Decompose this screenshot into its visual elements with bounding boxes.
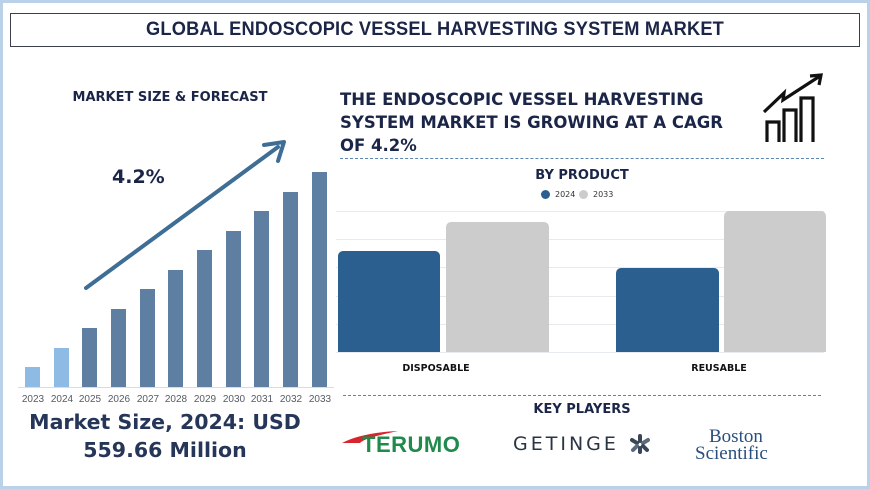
x-tick-label: 2032: [279, 394, 303, 405]
key-players-title: KEY PLAYERS: [533, 402, 631, 417]
bar-disposable-2024: [338, 251, 440, 352]
gridline: [336, 352, 824, 353]
market-size-line-2: 559.66 Million: [83, 438, 247, 462]
x-tick-label: 2030: [222, 394, 246, 405]
x-tick-label: 2028: [164, 394, 188, 405]
getinge-logo: GETINGE: [513, 433, 651, 455]
boston-scientific-logo: Boston Scientific: [695, 426, 768, 464]
x-tick-label: 2024: [50, 394, 74, 405]
boston-line-1: Boston: [709, 426, 763, 447]
by-product-title: BY PRODUCT: [535, 168, 629, 183]
terumo-wordmark: TERUMO: [362, 432, 461, 457]
bar-2030: [226, 231, 241, 387]
terumo-swoosh-icon: [342, 431, 398, 443]
gridline: [336, 324, 824, 325]
legend-label: 2033: [593, 190, 614, 199]
bar-reusable-2024: [616, 268, 719, 352]
bar-reusable-2033: [724, 211, 826, 352]
legend-label: 2024: [555, 190, 576, 199]
headline-line-3: OF 4.2%: [340, 136, 417, 155]
page-title-box: GLOBAL ENDOSCOPIC VESSEL HARVESTING SYST…: [10, 13, 860, 47]
growth-chart-icon: [762, 73, 823, 142]
legend-dot-2024: [541, 190, 550, 199]
bar-2026: [111, 309, 126, 387]
x-tick-label: 2025: [78, 394, 102, 405]
getinge-wordmark: GETINGE: [513, 433, 619, 455]
x-tick-label: 2026: [107, 394, 131, 405]
getinge-star-icon: [629, 434, 650, 454]
page-title: GLOBAL ENDOSCOPIC VESSEL HARVESTING SYST…: [146, 19, 724, 40]
gridline: [336, 267, 824, 268]
boston-line-2: Scientific: [695, 443, 768, 464]
bar-2027: [140, 289, 155, 387]
gridline: [336, 296, 824, 297]
gridline: [336, 239, 824, 240]
x-tick-label: 2029: [193, 394, 217, 405]
bar-2025: [82, 328, 97, 387]
x-axis-baseline: [18, 387, 334, 388]
section-divider: [343, 395, 821, 396]
market-size-forecast-title: MARKET SIZE & FORECAST: [72, 90, 268, 105]
legend-item-2033: 2033: [579, 190, 613, 199]
x-tick-label: 2031: [250, 394, 274, 405]
cagr-headline: THE ENDOSCOPIC VESSEL HARVESTING SYSTEM …: [340, 88, 740, 157]
bar-disposable-2033: [446, 222, 549, 352]
x-tick-label: 2023: [21, 394, 45, 405]
x-tick-label: 2027: [136, 394, 160, 405]
bar-2023: [25, 367, 40, 387]
category-label-disposable: DISPOSABLE: [402, 363, 470, 374]
bar-2032: [283, 192, 298, 387]
market-size-summary: Market Size, 2024: USD 559.66 Million: [0, 408, 330, 464]
headline-line-1: THE ENDOSCOPIC VESSEL HARVESTING: [340, 90, 704, 109]
bar-2029: [197, 250, 212, 387]
x-tick-label: 2033: [308, 394, 332, 405]
market-size-line-1: Market Size, 2024: USD: [29, 410, 301, 434]
gridline: [336, 211, 824, 212]
legend-item-2024: 2024: [541, 190, 575, 199]
cagr-arrow-icon: [84, 140, 286, 290]
headline-line-2: SYSTEM MARKET IS GROWING AT A CAGR: [340, 113, 723, 132]
bar-2031: [254, 211, 269, 387]
category-label-reusable: REUSABLE: [691, 363, 747, 374]
legend-dot-2033: [579, 190, 588, 199]
bar-2028: [168, 270, 183, 387]
bar-2024: [54, 348, 69, 387]
section-divider: [340, 158, 824, 159]
cagr-label: 4.2%: [112, 166, 165, 188]
bar-2033: [312, 172, 327, 387]
